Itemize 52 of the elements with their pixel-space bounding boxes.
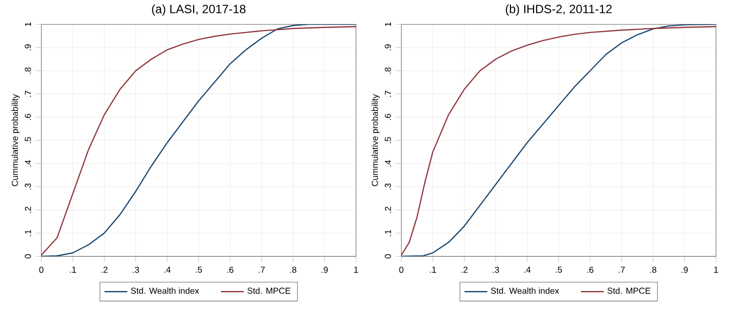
y-tick-label: .9 (24, 44, 31, 50)
x-tick-label: .7 (258, 266, 265, 273)
legend-label: Std. Wealth index (490, 287, 560, 294)
y-axis-title: Cummulative probability (372, 94, 380, 186)
y-tick-label: .6 (24, 114, 31, 120)
x-tick-label: .6 (227, 266, 234, 273)
x-tick-label: .4 (164, 266, 171, 273)
y-tick-label: .8 (24, 67, 31, 74)
legend-label: Std. Wealth index (130, 287, 200, 294)
x-tick-label: .1 (70, 266, 76, 273)
x-tick-label: .2 (461, 266, 468, 273)
x-tick-label: .3 (132, 266, 139, 273)
y-axis-title: Cummulative probability (12, 94, 20, 186)
y-tick-label: 0 (384, 254, 391, 258)
legend-label: Std. MPCE (247, 287, 290, 294)
x-tick-label: .8 (650, 266, 656, 273)
y-tick-label: .3 (384, 183, 391, 190)
x-tick-label: .9 (682, 266, 688, 273)
x-tick-label: .5 (196, 266, 202, 273)
y-tick-label: .9 (384, 44, 391, 50)
legend-label: Std. MPCE (607, 287, 650, 294)
y-tick-label: .3 (24, 183, 31, 190)
y-tick-label: .4 (24, 160, 31, 166)
y-tick-label: 0 (24, 254, 31, 258)
y-tick-label: .7 (24, 90, 31, 97)
x-tick-label: .1 (430, 266, 436, 273)
y-tick-label: 1 (24, 22, 31, 26)
x-tick-label: 0 (399, 266, 404, 273)
x-tick-label: .7 (618, 266, 625, 273)
y-tick-label: .1 (24, 230, 31, 236)
y-tick-label: .2 (24, 206, 31, 213)
chart-title: (a) LASI, 2017-18 (152, 4, 246, 16)
x-tick-label: .5 (556, 266, 562, 273)
y-tick-label: .5 (24, 136, 31, 143)
x-tick-label: .8 (290, 266, 296, 273)
y-tick-label: .8 (384, 67, 391, 74)
chart-title: (b) IHDS-2, 2011-12 (506, 4, 612, 16)
x-tick-label: .9 (322, 266, 328, 273)
x-tick-label: .2 (101, 266, 108, 273)
y-tick-label: .7 (384, 90, 391, 97)
y-tick-label: .2 (384, 206, 391, 213)
x-tick-label: .6 (587, 266, 594, 273)
y-tick-label: .1 (384, 230, 391, 236)
x-tick-label: .3 (492, 266, 499, 273)
x-tick-label: .4 (524, 266, 531, 273)
x-tick-label: 1 (354, 266, 358, 273)
y-tick-label: .5 (384, 136, 391, 143)
y-tick-label: .4 (384, 160, 391, 166)
x-tick-label: 1 (714, 266, 718, 273)
y-tick-label: 1 (384, 22, 391, 26)
y-tick-label: .6 (384, 114, 391, 120)
x-tick-label: 0 (39, 266, 44, 273)
